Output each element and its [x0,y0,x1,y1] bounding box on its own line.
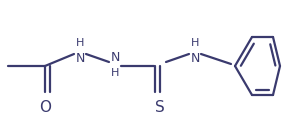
Text: N: N [75,52,85,65]
Text: H: H [111,68,119,78]
Text: H: H [191,38,199,48]
Text: N: N [190,52,200,65]
Text: H: H [76,38,84,48]
Text: O: O [39,100,51,114]
Text: S: S [155,100,165,114]
Text: N: N [110,51,120,64]
